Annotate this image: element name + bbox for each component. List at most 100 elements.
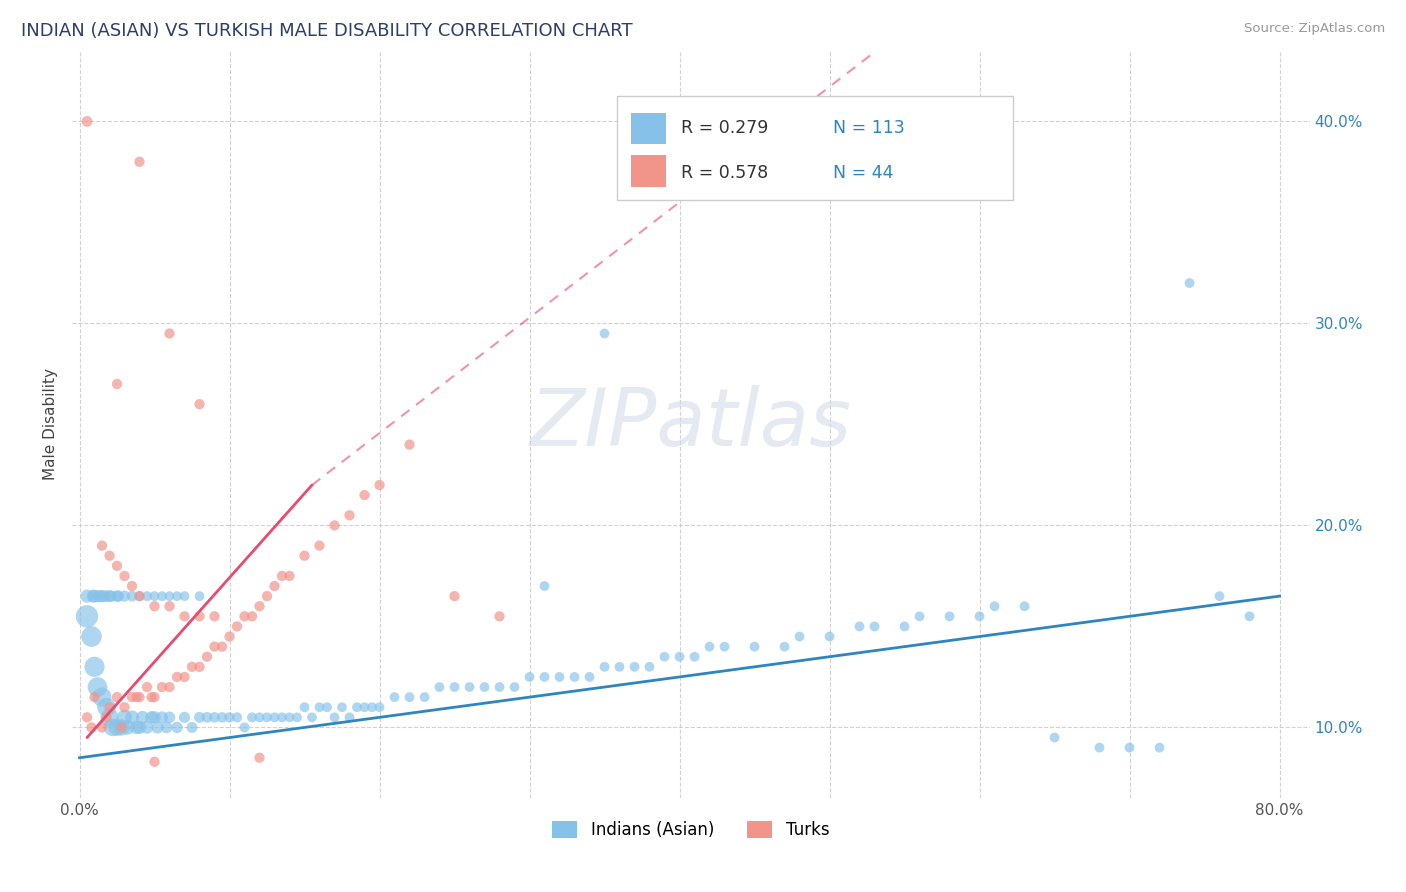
Point [141, 710, 163, 724]
Point [301, 710, 323, 724]
Point [150, 710, 173, 724]
Point [204, 710, 226, 724]
Point [429, 680, 451, 694]
Point [249, 750, 271, 764]
Point [83, 660, 105, 674]
Point [125, 721, 148, 735]
Point [86, 680, 108, 694]
Point [96, 700, 118, 714]
Point [91, 721, 114, 735]
Point [548, 670, 571, 684]
Point [384, 690, 406, 705]
Point [173, 710, 195, 724]
Point [1208, 589, 1230, 603]
Point [114, 710, 136, 724]
Point [699, 640, 721, 654]
Point [188, 609, 211, 624]
Point [166, 589, 188, 603]
Point [98, 589, 121, 603]
Point [256, 710, 278, 724]
Text: INDIAN (ASIAN) VS TURKISH MALE DISABILITY CORRELATION CHART: INDIAN (ASIAN) VS TURKISH MALE DISABILIT… [21, 22, 633, 40]
Legend: Indians (Asian), Turks: Indians (Asian), Turks [546, 814, 837, 846]
Point [195, 649, 218, 664]
Point [87, 589, 110, 603]
Point [713, 640, 735, 654]
Point [100, 589, 122, 603]
Point [105, 377, 128, 392]
Point [519, 670, 541, 684]
Point [173, 609, 195, 624]
Point [117, 721, 139, 735]
Point [368, 478, 391, 492]
Point [204, 640, 226, 654]
Point [1118, 740, 1140, 755]
Text: ZIPatlas: ZIPatlas [530, 385, 852, 464]
Point [80, 630, 103, 644]
Point [1178, 276, 1201, 290]
Point [136, 589, 159, 603]
Point [105, 589, 128, 603]
Point [330, 700, 353, 714]
Point [121, 690, 143, 705]
Point [188, 710, 211, 724]
Point [143, 589, 166, 603]
Point [204, 609, 226, 624]
Point [143, 690, 166, 705]
Point [173, 670, 195, 684]
Point [278, 569, 301, 583]
Point [159, 589, 181, 603]
Point [114, 569, 136, 583]
Point [908, 609, 931, 624]
Point [173, 589, 195, 603]
Point [294, 700, 316, 714]
Point [121, 710, 143, 724]
Point [128, 589, 150, 603]
Bar [631, 112, 666, 145]
Point [91, 690, 114, 705]
Point [398, 690, 420, 705]
Point [271, 569, 294, 583]
Point [131, 710, 153, 724]
Point [141, 690, 163, 705]
Point [181, 721, 204, 735]
Point [308, 539, 330, 553]
Text: N = 113: N = 113 [834, 120, 905, 137]
Point [263, 710, 285, 724]
Point [458, 680, 481, 694]
Point [413, 690, 436, 705]
Point [353, 700, 375, 714]
Point [249, 710, 271, 724]
Point [121, 579, 143, 593]
Point [609, 660, 631, 674]
Point [285, 710, 308, 724]
Point [249, 599, 271, 614]
Point [94, 589, 117, 603]
Point [353, 488, 375, 502]
Point [128, 589, 150, 603]
Point [195, 710, 218, 724]
Point [263, 579, 285, 593]
Point [83, 690, 105, 705]
Point [323, 518, 346, 533]
Point [773, 640, 796, 654]
Point [136, 680, 159, 694]
Point [76, 589, 98, 603]
Point [146, 721, 169, 735]
Point [181, 660, 204, 674]
Point [91, 539, 114, 553]
Point [105, 558, 128, 573]
Point [76, 710, 98, 724]
Point [80, 721, 103, 735]
Text: R = 0.578: R = 0.578 [681, 163, 768, 181]
Point [256, 589, 278, 603]
Point [969, 609, 991, 624]
Point [474, 680, 496, 694]
Point [166, 721, 188, 735]
Point [398, 437, 420, 451]
Point [143, 710, 166, 724]
Point [488, 609, 510, 624]
Point [623, 660, 645, 674]
Point [533, 670, 555, 684]
Text: N = 44: N = 44 [834, 163, 894, 181]
Point [218, 710, 240, 724]
